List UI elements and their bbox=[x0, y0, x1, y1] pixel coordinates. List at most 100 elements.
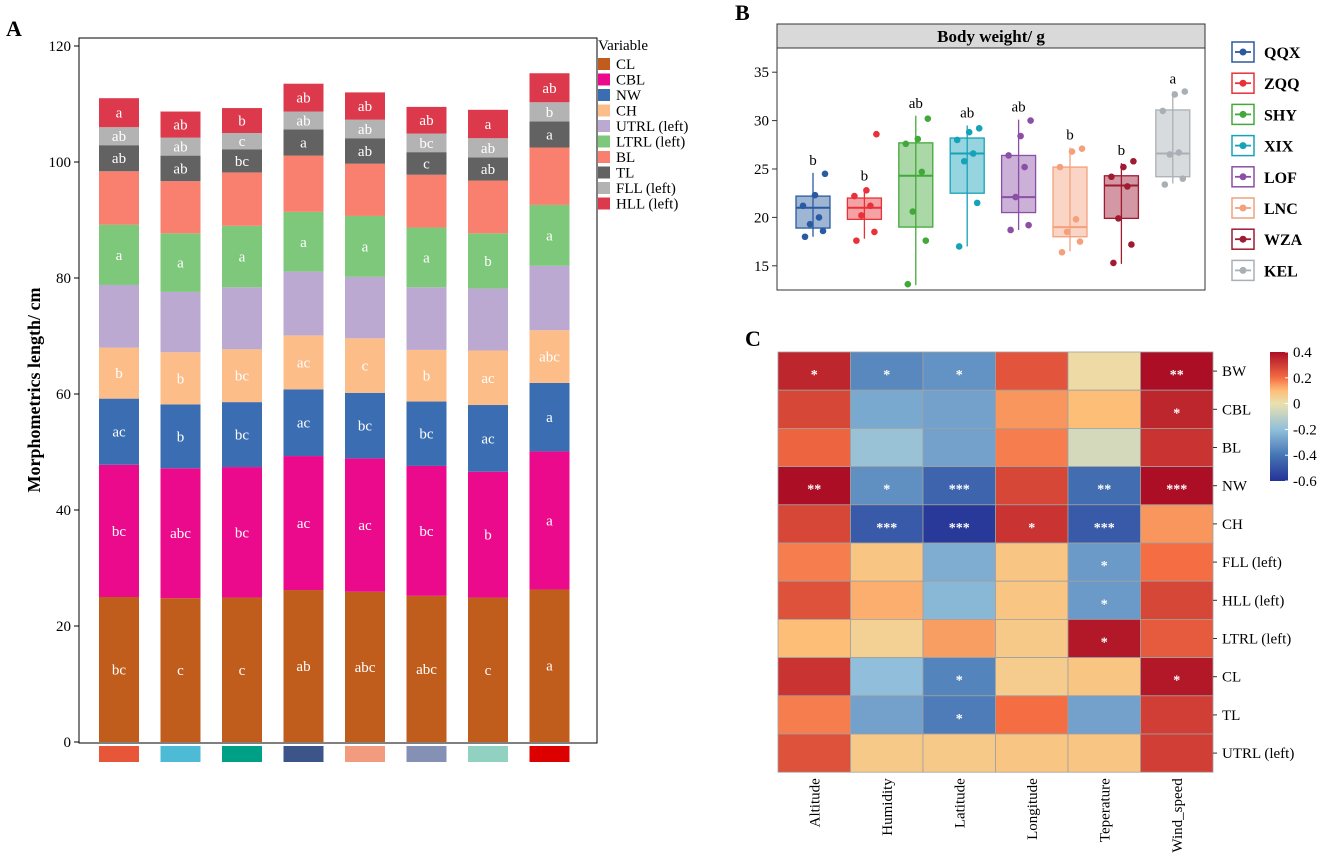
panel-b-point bbox=[1078, 145, 1086, 152]
panel-a-segment bbox=[283, 211, 324, 272]
panel-b-point bbox=[801, 233, 809, 241]
panel-c-colorbar: 0.4 0.2 0 -0.2 -0.4 -0.6 bbox=[1270, 345, 1317, 490]
panel-a-segment-label: a bbox=[239, 250, 246, 266]
panel-b-legend-item: SHY bbox=[1231, 103, 1297, 126]
panel-a-segment-label: c bbox=[423, 156, 430, 172]
panel-c-cells: * * * ***** * *** ** ****** *** * ******* ** bbox=[777, 351, 1214, 773]
panel-b-point bbox=[858, 212, 865, 219]
panel-c-row-label: HLL (left) bbox=[1222, 593, 1284, 609]
panel-c-row-label: BW bbox=[1222, 364, 1247, 380]
panel-a-legend-label: FLL (left) bbox=[616, 181, 676, 197]
panel-a-y-tick-label: 120 bbox=[49, 39, 72, 55]
panel-a-y-tick-label: 100 bbox=[49, 155, 72, 171]
panel-a-legend-key bbox=[598, 120, 610, 132]
panel-b-group-letter: ab bbox=[909, 96, 923, 112]
panel-a-segment-label: b bbox=[115, 366, 123, 382]
panel-a-segment-label: ab bbox=[112, 129, 126, 145]
panel-c-cell bbox=[1140, 466, 1214, 506]
panel-a-bar-qqx: bc bc ac b a ab ab a bbox=[99, 98, 139, 742]
panel-c-cell bbox=[777, 389, 851, 429]
panel-c-significance: * bbox=[956, 368, 963, 383]
panel-b-point bbox=[953, 136, 961, 144]
panel-c-cell bbox=[850, 389, 924, 429]
panel-c-cell bbox=[995, 657, 1069, 697]
panel-a-segment bbox=[345, 215, 385, 277]
panel-b-point bbox=[1072, 216, 1080, 223]
panel-a-segment bbox=[99, 284, 139, 348]
panel-b-group-letter: a bbox=[1169, 72, 1176, 88]
panel-a-segment bbox=[406, 174, 447, 228]
panel-a-swatch-xix bbox=[283, 746, 324, 762]
panel-a-segment-label: ac bbox=[481, 431, 495, 447]
panel-c-significance: ** bbox=[1097, 483, 1111, 498]
panel-a-segment bbox=[406, 349, 447, 402]
panel-c-colorbar-label: 0.4 bbox=[1293, 345, 1312, 361]
panel-a-segment bbox=[345, 119, 385, 139]
panel-a-segment bbox=[406, 227, 447, 288]
panel-a-segment-label: ac bbox=[297, 516, 311, 532]
panel-b-legend: QQX ZQQ SHY XIX LOF LNC WZA KEL bbox=[1231, 41, 1303, 282]
panel-a-y-tick-label: 0 bbox=[64, 735, 72, 751]
panel-b-box-body bbox=[1155, 109, 1191, 178]
panel-a-y-tick-label: 40 bbox=[56, 503, 71, 519]
panel-b-point bbox=[1025, 221, 1032, 229]
panel-c-cell bbox=[777, 580, 851, 620]
panel-a-legend-key bbox=[598, 58, 610, 70]
panel-a-segment-label: a bbox=[300, 136, 307, 152]
panel-a-segment-label: ab bbox=[296, 659, 310, 675]
panel-a-segment bbox=[406, 287, 447, 350]
panel-a-letter: A bbox=[6, 16, 22, 41]
panel-c-cell bbox=[1140, 427, 1214, 467]
panel-c-cell bbox=[850, 657, 924, 697]
panel-a-segment-label: bc bbox=[235, 154, 250, 170]
panel-c-cell bbox=[922, 733, 996, 773]
panel-a-segment bbox=[468, 157, 508, 181]
panel-a-segment bbox=[160, 181, 201, 234]
panel-a-segment-label: ab bbox=[358, 144, 372, 160]
panel-b-point bbox=[922, 237, 930, 244]
panel-a-segment bbox=[222, 287, 262, 350]
panel-a-legend-label: BL bbox=[616, 150, 635, 166]
panel-a-segment-label: ac bbox=[358, 518, 372, 534]
panel-b-point bbox=[811, 191, 819, 199]
panel-a-segment bbox=[529, 73, 570, 103]
panel-a-segment bbox=[406, 595, 447, 742]
panel-a-segment bbox=[468, 180, 508, 234]
panel-c-row-label: CL bbox=[1222, 670, 1241, 686]
panel-b-legend-key-dot bbox=[1239, 266, 1247, 274]
panel-a-segment bbox=[468, 597, 508, 742]
panel-c-column-label: Wind_speed bbox=[1170, 778, 1186, 853]
panel-b-group-letter: b bbox=[1066, 128, 1074, 144]
panel-b-boxes: b b ab ab ab b b a bbox=[795, 72, 1191, 288]
panel-a-segment bbox=[99, 597, 139, 742]
panel-c-cell bbox=[850, 466, 924, 506]
panel-b-point bbox=[973, 199, 981, 207]
panel-a-segment bbox=[222, 108, 262, 133]
panel-b-group-letter: b bbox=[861, 168, 869, 184]
panel-a-segment bbox=[345, 458, 385, 592]
panel-a-bar-wza: c b ac ac b ab ab a bbox=[468, 109, 508, 742]
panel-a-segment-label: bc bbox=[419, 136, 434, 152]
panel-a-segment-label: ab bbox=[481, 162, 495, 178]
panel-c-cell bbox=[777, 504, 851, 544]
panel-b-point bbox=[1115, 215, 1122, 222]
panel-a-segment-label: a bbox=[485, 117, 492, 133]
panel-a-segment bbox=[468, 405, 508, 472]
panel-b-strip bbox=[776, 23, 1206, 49]
panel-c-cell bbox=[1140, 580, 1214, 620]
panel-a-segment bbox=[283, 111, 324, 130]
panel-b-point bbox=[1108, 173, 1115, 181]
panel-b-box-qqx: b bbox=[795, 153, 831, 241]
panel-a-segment-label: abc bbox=[170, 526, 191, 542]
panel-a-legend-label: CL bbox=[616, 57, 635, 73]
panel-b-point bbox=[1181, 88, 1189, 95]
panel-b-box-body bbox=[1000, 154, 1037, 214]
panel-b-legend-key-dot bbox=[1239, 235, 1247, 243]
panel-c-cell bbox=[1067, 389, 1141, 429]
panel-a-segment bbox=[222, 467, 262, 598]
panel-b-point bbox=[904, 280, 912, 288]
panel-b-point bbox=[1058, 248, 1066, 256]
panel-a-segment-label: a bbox=[546, 228, 553, 244]
panel-a-segment-label: b bbox=[177, 371, 185, 387]
panel-c-cell bbox=[922, 542, 996, 582]
